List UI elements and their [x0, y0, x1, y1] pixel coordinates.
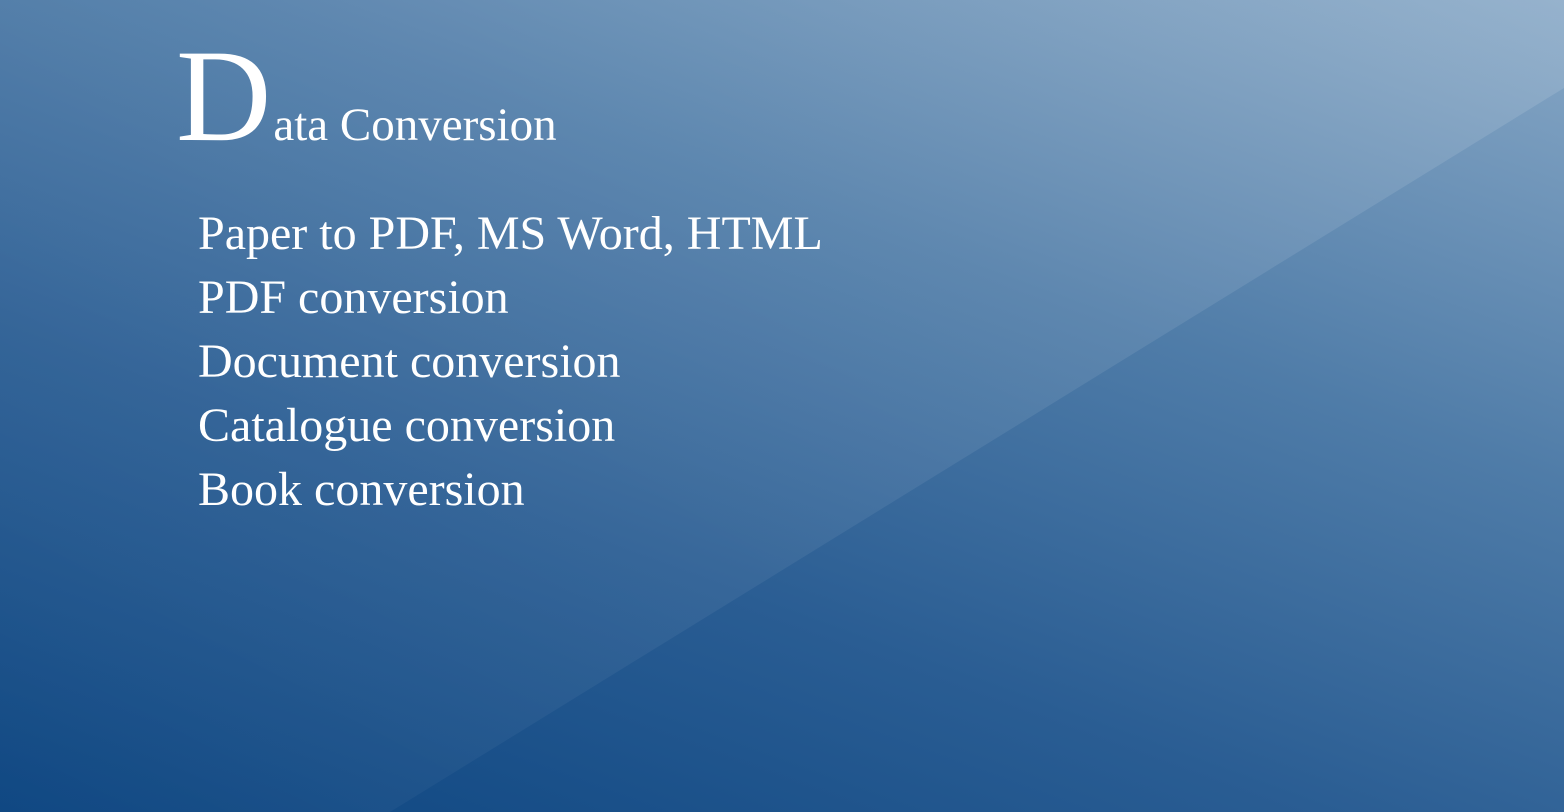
title-text: ata Conversion — [273, 99, 557, 151]
title-drop-cap: D — [176, 22, 272, 169]
slide-title: Data Conversion — [176, 30, 557, 162]
list-item: PDF conversion — [198, 271, 509, 324]
service-list: Paper to PDF, MS Word, HTML PDF conversi… — [198, 202, 823, 522]
list-item: Book conversion — [198, 463, 525, 516]
list-item: Document conversion — [198, 335, 621, 388]
list-item: Catalogue conversion — [198, 399, 616, 452]
list-item: Paper to PDF, MS Word, HTML — [198, 207, 823, 260]
